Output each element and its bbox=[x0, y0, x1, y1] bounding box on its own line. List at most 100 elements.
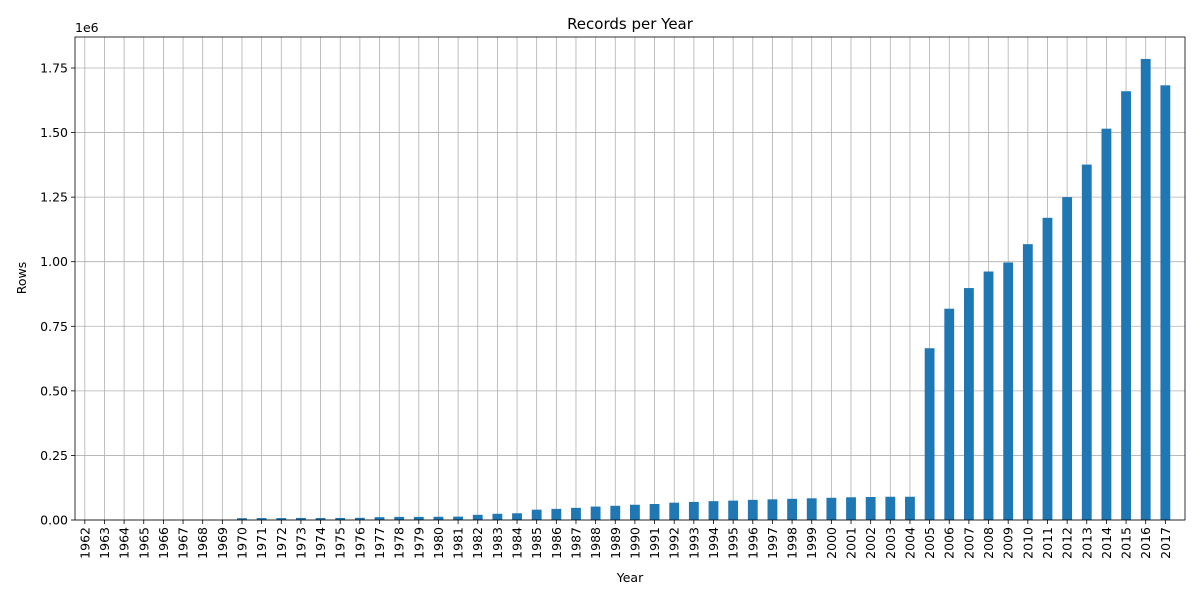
bar bbox=[963, 288, 974, 520]
x-tick-label: 1989 bbox=[608, 527, 623, 559]
bar bbox=[688, 501, 699, 520]
x-tick-label: 1965 bbox=[136, 527, 151, 559]
bar bbox=[492, 513, 503, 520]
bar bbox=[590, 506, 601, 520]
x-tick-label: 2007 bbox=[961, 527, 976, 559]
x-tick-label: 1999 bbox=[804, 527, 819, 559]
x-tick-label: 1997 bbox=[765, 527, 780, 559]
bar bbox=[905, 496, 915, 520]
bar bbox=[787, 498, 797, 520]
bar bbox=[237, 518, 247, 520]
x-tick-label: 1978 bbox=[392, 527, 407, 559]
bar bbox=[1081, 164, 1092, 520]
x-tick-label: 1967 bbox=[176, 527, 191, 559]
bar bbox=[256, 518, 267, 520]
bar bbox=[1140, 58, 1151, 521]
x-tick-label: 1981 bbox=[451, 527, 466, 559]
x-axis-label: Year bbox=[616, 570, 644, 585]
x-tick-label: 2006 bbox=[942, 527, 957, 559]
y-tick-label: 0.25 bbox=[40, 448, 68, 463]
x-tick-label: 1990 bbox=[627, 527, 642, 559]
y-tick-label: 1.00 bbox=[40, 254, 68, 269]
x-tick-label: 1973 bbox=[293, 527, 308, 559]
bar bbox=[708, 501, 719, 520]
x-tick-label: 2002 bbox=[863, 527, 878, 559]
x-tick-label: 2005 bbox=[922, 527, 937, 559]
y-axis-ticks: 0.00 0.25 0.50 0.75 1.00 1.25 1.50 1.75 bbox=[40, 60, 75, 528]
x-tick-label: 2011 bbox=[1040, 527, 1055, 559]
x-tick-label: 1984 bbox=[510, 527, 525, 559]
bar bbox=[354, 517, 365, 520]
bar bbox=[1160, 85, 1171, 521]
bar bbox=[453, 516, 464, 520]
y-tick-label: 0.00 bbox=[40, 513, 68, 528]
x-axis-ticks: 1962 1963 1964 1965 1966 1967 1968 1969 1970 1971… bbox=[77, 520, 1173, 559]
y-tick-label: 1.75 bbox=[40, 60, 68, 75]
x-tick-label: 1993 bbox=[686, 527, 701, 559]
x-tick-label: 2012 bbox=[1060, 527, 1075, 559]
bar bbox=[413, 516, 424, 520]
y-tick-label: 1.50 bbox=[40, 125, 68, 140]
bar bbox=[865, 497, 876, 520]
x-tick-label: 2000 bbox=[824, 527, 839, 559]
bar bbox=[315, 518, 326, 520]
x-tick-label: 2016 bbox=[1138, 527, 1153, 559]
bar bbox=[1101, 128, 1112, 521]
x-tick-label: 1995 bbox=[726, 527, 741, 559]
x-tick-label: 1998 bbox=[785, 527, 800, 559]
bars bbox=[79, 58, 1171, 521]
x-tick-label: 1966 bbox=[156, 527, 171, 559]
x-tick-label: 1982 bbox=[470, 527, 485, 559]
x-tick-label: 1972 bbox=[274, 527, 289, 559]
x-tick-label: 2013 bbox=[1079, 527, 1094, 559]
bar bbox=[512, 513, 522, 520]
bar bbox=[433, 516, 444, 520]
bar bbox=[610, 505, 621, 520]
x-tick-label: 2001 bbox=[844, 527, 859, 559]
y-tick-label: 0.75 bbox=[40, 319, 68, 334]
x-tick-label: 1994 bbox=[706, 527, 721, 559]
y-tick-label: 1.25 bbox=[40, 190, 68, 205]
bar bbox=[924, 348, 935, 520]
y-axis-label: Rows bbox=[14, 262, 29, 295]
x-tick-label: 1985 bbox=[529, 527, 544, 559]
bar bbox=[767, 499, 778, 520]
bar bbox=[394, 516, 405, 520]
bar bbox=[296, 517, 306, 520]
y-tick-label: 0.50 bbox=[40, 383, 68, 398]
bar bbox=[1022, 244, 1033, 521]
bar bbox=[472, 514, 483, 520]
x-tick-label: 1996 bbox=[745, 527, 760, 559]
bar bbox=[846, 497, 856, 520]
plot-frame bbox=[74, 36, 1186, 521]
x-tick-label: 1963 bbox=[97, 527, 112, 559]
bar bbox=[885, 496, 896, 520]
x-tick-label: 1969 bbox=[215, 527, 230, 559]
x-tick-label: 1977 bbox=[372, 527, 387, 559]
bar bbox=[335, 517, 346, 520]
x-tick-label: 2009 bbox=[1001, 527, 1016, 559]
x-tick-label: 1971 bbox=[254, 527, 269, 559]
bar bbox=[1003, 262, 1014, 520]
bar bbox=[983, 271, 994, 520]
y-axis-offset-label: 1e6 bbox=[75, 20, 99, 35]
chart-title: Records per Year bbox=[567, 15, 694, 33]
x-tick-label: 1987 bbox=[568, 527, 583, 559]
bar bbox=[1062, 197, 1073, 520]
x-tick-label: 2008 bbox=[981, 527, 996, 559]
bar bbox=[669, 502, 680, 520]
bar bbox=[806, 498, 817, 520]
bar bbox=[551, 508, 562, 520]
x-tick-label: 1988 bbox=[588, 527, 603, 559]
bar bbox=[1121, 91, 1131, 521]
x-tick-label: 1968 bbox=[195, 527, 210, 559]
bar bbox=[649, 503, 660, 520]
x-tick-label: 1962 bbox=[77, 527, 92, 559]
bar bbox=[944, 308, 955, 520]
x-tick-label: 2003 bbox=[883, 527, 898, 559]
x-tick-label: 2004 bbox=[902, 527, 917, 559]
bar bbox=[728, 500, 739, 520]
x-tick-label: 1970 bbox=[234, 527, 249, 559]
grid-lines bbox=[75, 37, 1185, 521]
